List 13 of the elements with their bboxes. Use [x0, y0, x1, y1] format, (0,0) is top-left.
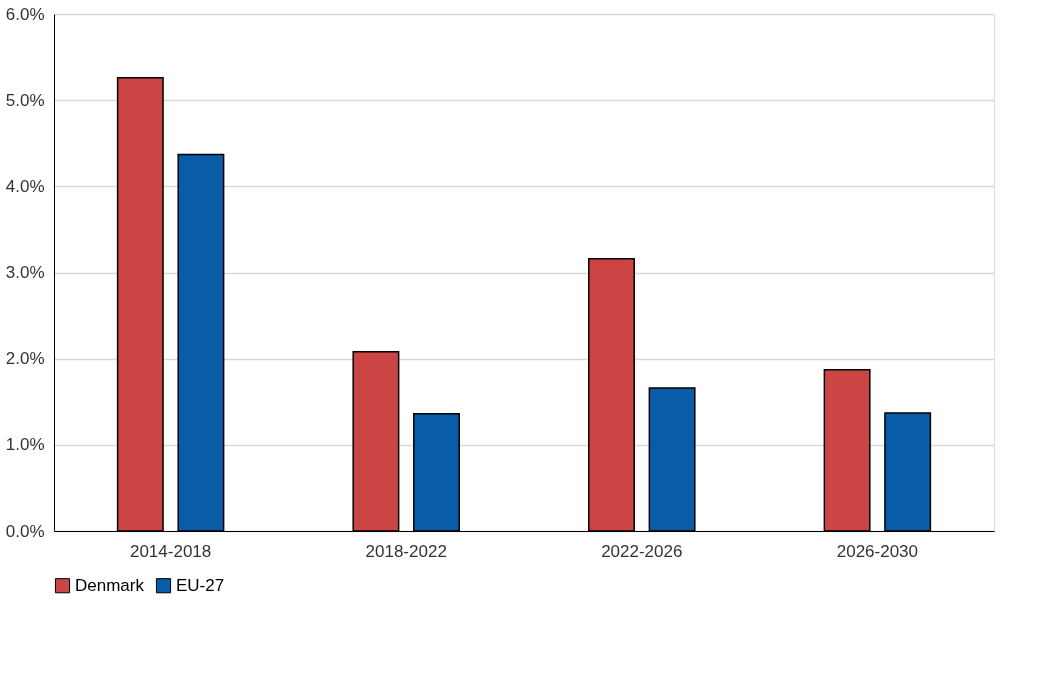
y-tick-label: 2.0% — [5, 349, 45, 369]
y-tick-label: 0.0% — [5, 521, 45, 541]
legend-label: Denmark — [75, 575, 145, 595]
x-tick-label: 2026-2030 — [836, 541, 919, 561]
y-tick-label: 4.0% — [5, 176, 45, 196]
y-tick-label: 1.0% — [5, 435, 45, 455]
x-tick-label: 2022-2026 — [601, 541, 683, 561]
x-tick-label: 2018-2022 — [365, 541, 447, 561]
y-tick-label: 5.0% — [5, 90, 45, 110]
x-tick-label: 2014-2018 — [129, 541, 212, 561]
y-tick-label: 3.0% — [5, 263, 45, 282]
y-tick-label: 6.0% — [5, 4, 45, 24]
legend-label: EU-27 — [176, 575, 225, 595]
